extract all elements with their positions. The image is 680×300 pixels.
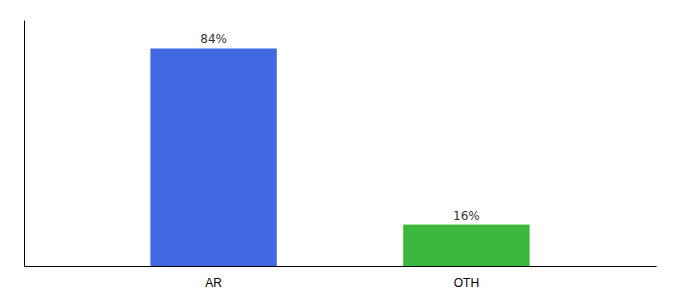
x-axis-line [25, 266, 657, 267]
data-labels: 84% 16% [200, 32, 479, 222]
x-tick: AR [205, 276, 222, 290]
bar [403, 225, 529, 266]
x-tick-label: OTH [454, 276, 479, 290]
chart: AR OTH 84% 16% [0, 0, 680, 300]
data-label: 16% [453, 209, 480, 223]
data-label: 84% [200, 32, 227, 46]
plot: AR OTH 84% 16% [25, 21, 657, 291]
x-tick-label: AR [205, 276, 222, 290]
x-axis: AR OTH [25, 267, 657, 291]
y-axis [24, 21, 25, 267]
bar [150, 48, 276, 266]
x-tick: OTH [454, 276, 479, 290]
bars [150, 48, 529, 266]
y-axis-line [24, 21, 25, 267]
